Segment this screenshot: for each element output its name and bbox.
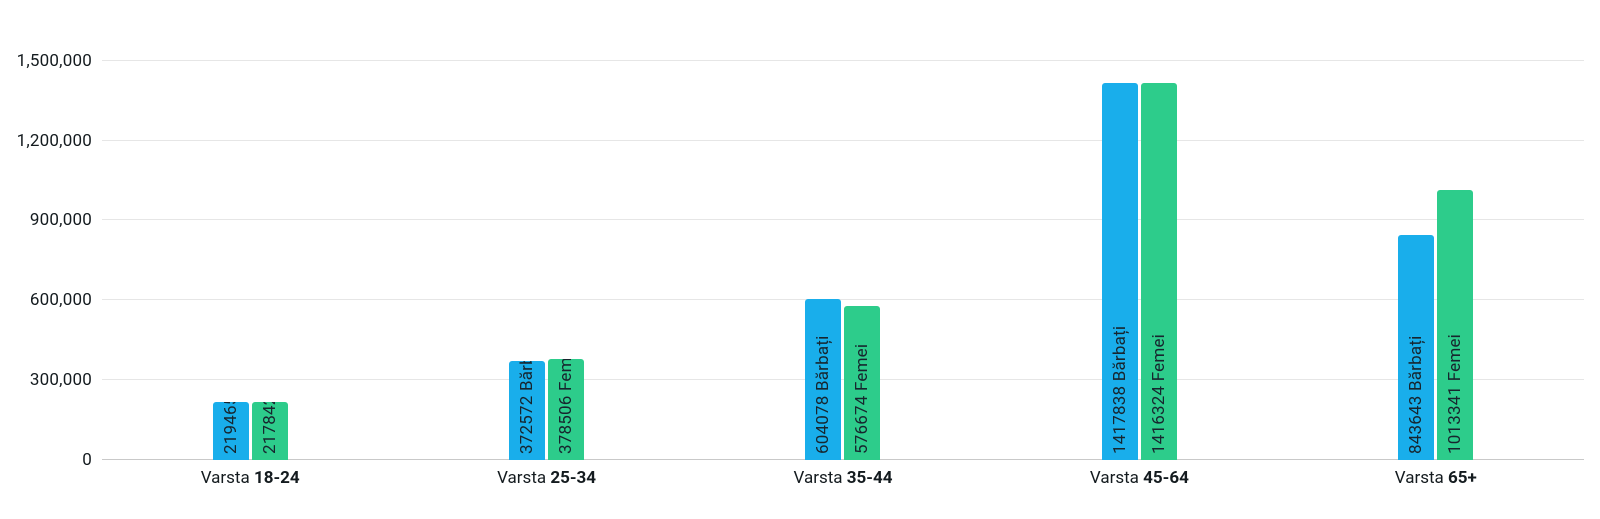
- x-category-label: Varsta 18-24: [102, 460, 398, 488]
- x-category-bold: 18-24: [254, 468, 300, 488]
- bar-pair: 843643 Bărbați 1013341 Femei: [1398, 190, 1473, 460]
- bar-value-label: 378506 Femei: [556, 359, 576, 454]
- bar-pair: 1417838 Bărbați 1416324 Femei: [1102, 83, 1177, 460]
- bar-group: 219465 Bărbați 217842 Femei: [102, 402, 398, 460]
- y-tick-label: 1,200,000: [17, 131, 102, 151]
- x-category-bold: 45-64: [1143, 468, 1189, 488]
- bar-value-label: 1416324 Femei: [1149, 334, 1169, 454]
- gridline: [102, 60, 1584, 61]
- plot-area: 0300,000600,000900,0001,200,0001,500,000…: [102, 34, 1584, 460]
- bar-value-label: 217842 Femei: [260, 402, 280, 454]
- y-tick-label: 900,000: [30, 210, 102, 230]
- x-category-prefix: Varsta: [497, 468, 550, 488]
- bar-value-label: 1417838 Bărbați: [1110, 326, 1130, 454]
- bar-bărbați: 604078 Bărbați: [805, 299, 841, 460]
- x-category-label: Varsta 65+: [1288, 460, 1584, 488]
- x-category-label: Varsta 45-64: [991, 460, 1287, 488]
- age-gender-bar-chart: 0 300,000 600,000 900,000 1,200,000 1,500,000…: [0, 0, 1600, 519]
- x-category-bold: 65+: [1448, 468, 1477, 488]
- y-tick-label: 0: [82, 450, 102, 470]
- bar-value-label: 372572 Bărbați: [517, 361, 537, 454]
- bar-value-label: 843643 Bărbați: [1406, 336, 1426, 454]
- bar-value-label: 1013341 Femei: [1445, 334, 1465, 454]
- x-category-prefix: Varsta: [794, 468, 847, 488]
- x-category-prefix: Varsta: [201, 468, 254, 488]
- bar-group: 843643 Bărbați 1013341 Femei: [1288, 190, 1584, 460]
- x-category-bold: 25-34: [550, 468, 596, 488]
- bar-pair: 372572 Bărbați 378506 Femei: [509, 359, 584, 460]
- bar-group: 604078 Bărbați 576674 Femei: [695, 299, 991, 460]
- bar-value-label: 219465 Bărbați: [221, 402, 241, 454]
- bar-value-label: 576674 Femei: [852, 344, 872, 454]
- y-tick-label: 1,500,000: [17, 51, 102, 71]
- x-category-label: Varsta 35-44: [695, 460, 991, 488]
- bar-femei: 217842 Femei: [252, 402, 288, 460]
- y-tick-label: 300,000: [30, 370, 102, 390]
- bar-bărbați: 1417838 Bărbați: [1102, 83, 1138, 460]
- bar-bărbați: 219465 Bărbați: [213, 402, 249, 460]
- x-category-prefix: Varsta: [1395, 468, 1448, 488]
- bar-pair: 604078 Bărbați 576674 Femei: [805, 299, 880, 460]
- x-category-prefix: Varsta: [1090, 468, 1143, 488]
- bar-bărbați: 372572 Bărbați: [509, 361, 545, 460]
- bar-femei: 1416324 Femei: [1141, 83, 1177, 460]
- bar-femei: 378506 Femei: [548, 359, 584, 460]
- x-category-bold: 35-44: [847, 468, 893, 488]
- bar-pair: 219465 Bărbați 217842 Femei: [213, 402, 288, 460]
- bar-value-label: 604078 Bărbați: [813, 336, 833, 454]
- bar-bărbați: 843643 Bărbați: [1398, 235, 1434, 460]
- gridline: [102, 140, 1584, 141]
- bar-femei: 1013341 Femei: [1437, 190, 1473, 460]
- bar-femei: 576674 Femei: [844, 306, 880, 460]
- bar-group: 1417838 Bărbați 1416324 Femei: [991, 83, 1287, 460]
- y-tick-label: 600,000: [30, 290, 102, 310]
- bar-group: 372572 Bărbați 378506 Femei: [398, 359, 694, 460]
- x-category-label: Varsta 25-34: [398, 460, 694, 488]
